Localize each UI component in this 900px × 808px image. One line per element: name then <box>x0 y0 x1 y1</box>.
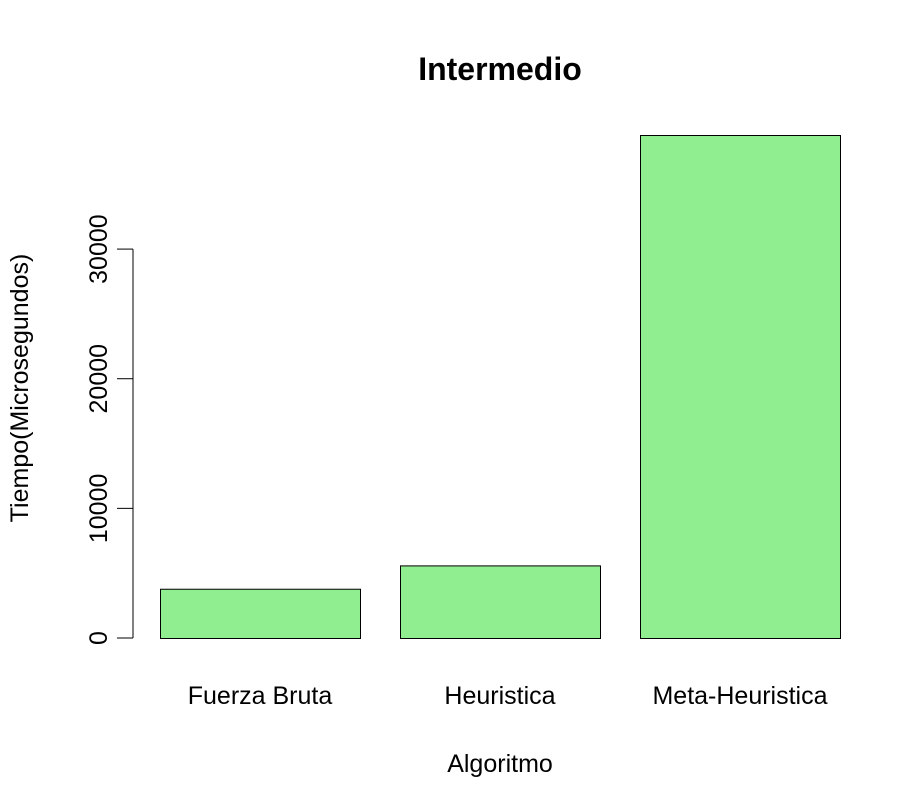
bar-fuerza-bruta <box>160 588 361 640</box>
y-tick-label: 20000 <box>85 344 113 414</box>
x-axis-label: Algoritmo <box>447 750 553 778</box>
bars-group <box>160 135 841 640</box>
x-tick-label: Heuristica <box>444 682 555 710</box>
x-tick-label: Fuerza Bruta <box>188 682 333 710</box>
bar-meta-heuristica <box>640 135 841 639</box>
y-tick-label: 10000 <box>85 474 113 544</box>
y-axis: 0 10000 20000 30000 <box>85 214 134 645</box>
y-tick-label: 30000 <box>85 214 113 284</box>
y-tick-label: 0 <box>85 631 113 645</box>
x-tick-labels: Fuerza Bruta Heuristica Meta-Heuristica <box>188 682 828 710</box>
x-tick-label: Meta-Heuristica <box>652 682 827 710</box>
bar-heuristica <box>400 565 601 639</box>
chart-title: Intermedio <box>418 51 582 87</box>
y-axis-label: Tiempo(Microsegundos) <box>6 254 34 523</box>
